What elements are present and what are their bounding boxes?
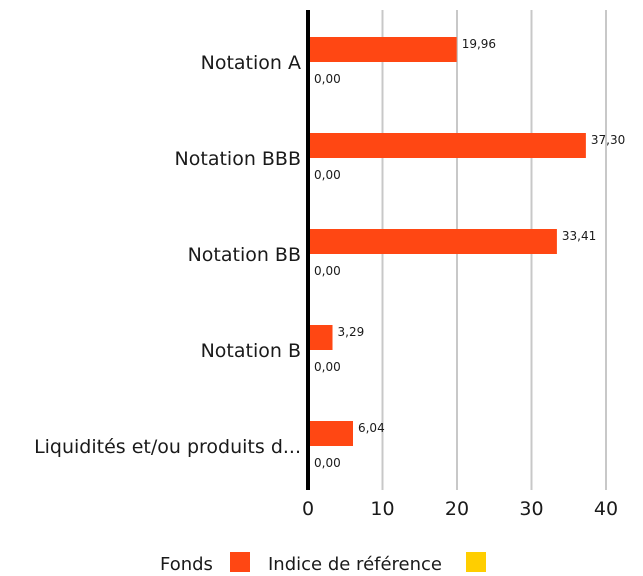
category-label: Notation A xyxy=(201,52,301,74)
value-label-fonds: 37,30 xyxy=(591,133,625,147)
x-axis-ticks: 0 10 20 30 40 xyxy=(302,498,618,520)
category-label: Notation BBB xyxy=(175,148,301,170)
value-label-benchmark: 0,00 xyxy=(314,264,341,278)
bars xyxy=(308,37,586,446)
value-label-benchmark: 0,00 xyxy=(314,456,341,470)
value-label-fonds: 3,29 xyxy=(338,325,365,339)
legend-label-fonds: Fonds xyxy=(160,554,213,575)
value-label-fonds: 19,96 xyxy=(462,37,496,51)
legend-swatch-benchmark xyxy=(466,552,486,572)
category-labels: Notation A Notation BBB Notation BB Notatio… xyxy=(34,52,301,458)
category-label: Liquidités et/ou produits d... xyxy=(34,436,301,458)
x-tick-label: 0 xyxy=(302,498,314,520)
value-label-benchmark: 0,00 xyxy=(314,168,341,182)
value-label-fonds: 33,41 xyxy=(562,229,596,243)
x-tick-label: 40 xyxy=(594,498,618,520)
x-tick-label: 10 xyxy=(370,498,394,520)
category-label: Notation B xyxy=(201,340,301,362)
value-label-benchmark: 0,00 xyxy=(314,360,341,374)
bar-fonds xyxy=(308,133,586,158)
x-tick-label: 30 xyxy=(519,498,543,520)
bar-fonds xyxy=(308,229,557,254)
value-label-fonds: 6,04 xyxy=(358,421,385,435)
legend-swatch-fonds xyxy=(230,552,250,572)
value-label-benchmark: 0,00 xyxy=(314,72,341,86)
bar-fonds xyxy=(308,37,457,62)
value-labels: 19,96 0,00 37,30 0,00 33,41 0,00 3,29 0,00 6,04 0… xyxy=(314,37,625,470)
legend-label-benchmark: Indice de référence xyxy=(268,554,442,575)
bar-fonds xyxy=(308,325,333,350)
bar-fonds xyxy=(308,421,353,446)
x-tick-label: 20 xyxy=(445,498,469,520)
category-label: Notation BB xyxy=(188,244,301,266)
legend: Fonds Indice de référence xyxy=(160,552,486,575)
